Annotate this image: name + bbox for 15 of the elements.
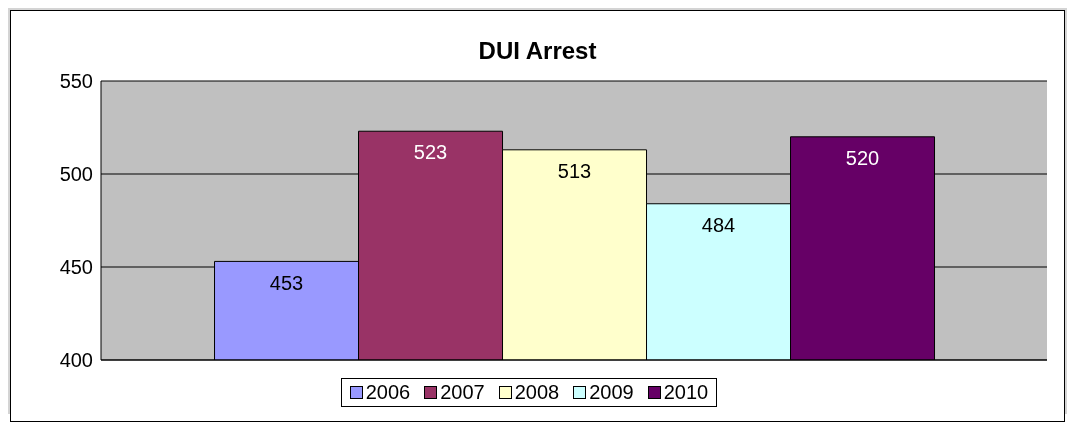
y-tick-label: 500: [59, 163, 93, 186]
y-tick-label: 450: [59, 256, 93, 279]
chart-title: DUI Arrest: [477, 37, 598, 66]
data-label: 513: [557, 160, 592, 183]
legend-label: 2007: [439, 381, 485, 404]
data-label: 484: [701, 213, 736, 236]
data-label: 520: [845, 147, 880, 169]
y-tick-label: 550: [59, 70, 93, 93]
legend-label: 2006: [364, 381, 411, 404]
legend-label: 2010: [662, 381, 709, 404]
data-label: 453: [269, 271, 304, 294]
y-tick-label: 400: [59, 349, 93, 372]
data-label: 523: [413, 141, 448, 164]
legend-label: 2008: [513, 381, 560, 404]
legend-label: 2009: [588, 381, 634, 404]
